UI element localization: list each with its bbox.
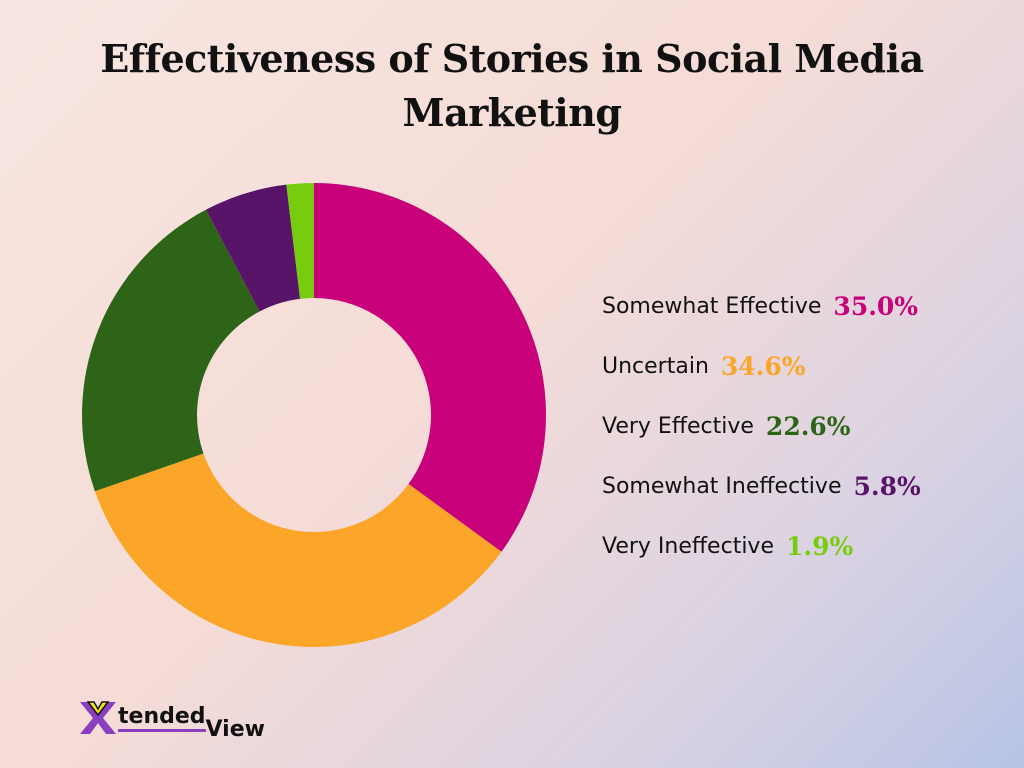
- legend-value: 34.6%: [720, 351, 806, 381]
- chart-title: Effectiveness of Stories in Social Media…: [100, 36, 924, 135]
- legend-item: Very Ineffective 1.9%: [602, 516, 921, 576]
- legend-value: 22.6%: [765, 411, 851, 441]
- legend-value: 35.0%: [833, 291, 919, 321]
- legend-label: Very Ineffective: [602, 533, 774, 559]
- legend-item: Somewhat Effective 35.0%: [602, 276, 921, 336]
- legend-label: Uncertain: [602, 353, 709, 379]
- donut-slice-very-ineffective: [286, 183, 314, 299]
- logo-text-tended: tended: [118, 704, 206, 732]
- legend-label: Somewhat Ineffective: [602, 473, 842, 499]
- donut-slice-somewhat-effective: [314, 183, 546, 552]
- donut-slice-somewhat-ineffective: [205, 184, 301, 312]
- xtendedview-logo: tended View: [78, 700, 265, 742]
- logo-x-mark: [80, 701, 116, 734]
- legend-item: Uncertain 34.6%: [602, 336, 921, 396]
- legend-value: 1.9%: [785, 531, 854, 561]
- legend-value: 5.8%: [853, 471, 921, 501]
- logo-text-view: View: [205, 717, 265, 742]
- legend: Somewhat Effective 35.0% Uncertain 34.6% V…: [602, 276, 921, 576]
- legend-label: Very Effective: [602, 413, 754, 439]
- legend-label: Somewhat Effective: [602, 293, 822, 319]
- donut-slice-uncertain: [94, 453, 502, 647]
- legend-item: Somewhat Ineffective 5.8%: [602, 456, 921, 516]
- donut-slice-very-effective: [82, 209, 260, 492]
- legend-item: Very Effective 22.6%: [602, 396, 921, 456]
